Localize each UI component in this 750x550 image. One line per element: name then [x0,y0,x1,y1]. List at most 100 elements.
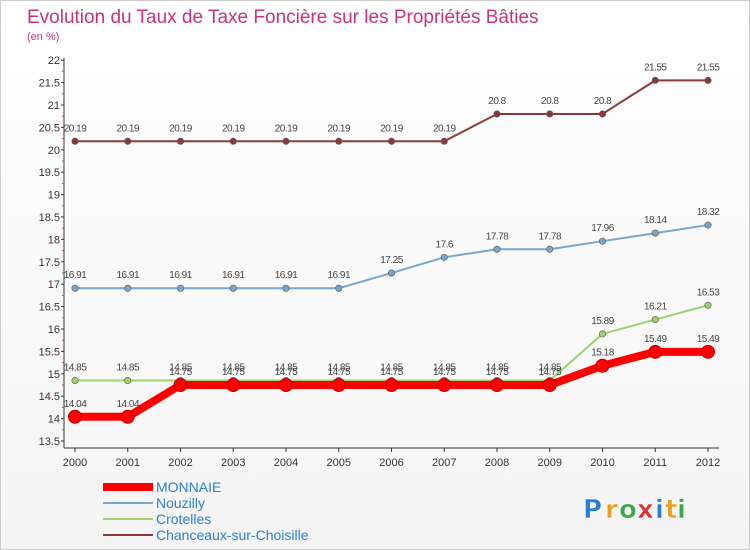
x-tick-label: 2008 [485,457,509,469]
data-label: 16.91 [222,270,245,281]
data-label: 16.91 [116,270,139,281]
y-tick-label: 17 [48,279,60,291]
data-label: 14.85 [327,363,350,374]
data-point [542,378,557,392]
data-point [282,284,290,292]
data-point [229,284,237,292]
y-tick-label: 13.5 [39,436,60,448]
y-tick-label: 16 [48,324,60,336]
data-point [387,137,395,145]
y-tick-label: 22 [48,55,60,67]
data-label: 20.19 [327,123,350,134]
data-label: 18.14 [644,215,667,226]
logo-letter: r [605,495,618,525]
data-label: 17.78 [486,231,509,242]
x-tick-label: 2003 [221,457,245,469]
data-label: 14.75 [169,367,192,378]
data-label: 14.85 [116,363,139,374]
data-label: 14.85 [275,363,298,374]
data-point [440,253,448,261]
data-label: 16.91 [169,270,192,281]
data-point [704,221,712,229]
logo-letter: x [637,495,654,525]
legend-label: Crotelles [156,511,211,527]
data-label: 14.85 [433,363,456,374]
logo-letter: t [665,495,677,525]
y-tick-label: 18 [48,234,60,246]
legend: MONNAIENouzillyCrotellesChanceaux-sur-Ch… [103,479,309,543]
data-point [226,378,241,392]
x-tick-label: 2006 [379,457,403,469]
data-label: 15.89 [591,316,614,327]
data-label: 20.19 [169,123,192,134]
data-point [384,378,399,392]
data-point [124,137,132,145]
data-label: 14.75 [327,367,350,378]
data-point [493,245,501,253]
y-tick-label: 15 [48,369,60,381]
y-tick-label: 17.5 [39,257,60,269]
data-point [282,137,290,145]
legend-label: Chanceaux-sur-Choisille [156,527,309,543]
data-point [331,378,346,392]
data-point [229,137,237,145]
data-label: 14.75 [275,367,298,378]
y-tick-label: 14.5 [39,391,60,403]
data-label: 17.6 [436,239,454,250]
legend-label: MONNAIE [156,479,221,495]
data-point [598,330,606,338]
x-tick-label: 2000 [63,457,87,469]
legend-label: Nouzilly [156,495,205,511]
data-label: 18.32 [697,207,720,218]
x-tick-label: 2010 [590,457,614,469]
data-label: 20.8 [488,96,506,107]
data-point [493,110,501,118]
data-point [598,237,606,245]
data-point [701,344,715,359]
data-point [437,378,452,392]
y-tick-label: 20.5 [39,122,60,134]
data-point [68,409,82,424]
logo-letter: i [677,495,686,525]
y-tick-label: 19.5 [39,167,60,179]
data-point [177,284,185,292]
data-point [71,137,79,145]
data-point [440,137,448,145]
data-point [71,284,79,292]
y-axis-unit-label: (en %) [27,31,59,43]
data-point [173,378,188,392]
data-point [651,76,659,84]
data-label: 21.55 [697,62,720,73]
data-label: 20.8 [594,96,612,107]
data-label: 14.75 [538,367,561,378]
data-label: 14.85 [169,363,192,374]
data-point [177,137,185,145]
data-label: 21.55 [644,62,667,73]
x-tick-label: 2002 [168,457,192,469]
y-tick-label: 19 [48,190,60,202]
chart-title: Evolution du Taux de Taxe Foncière sur l… [27,7,539,28]
data-point [546,245,554,253]
y-tick-label: 18.5 [39,212,60,224]
data-label: 20.19 [222,123,245,134]
data-point [120,409,135,424]
data-label: 14.04 [64,399,87,410]
data-point [71,377,79,385]
x-tick-label: 2001 [116,457,140,469]
data-label: 14.75 [380,367,403,378]
data-point [595,358,610,373]
data-point [648,344,663,359]
y-tick-label: 14 [48,414,60,426]
data-label: 14.85 [222,363,245,374]
x-tick-label: 2007 [432,457,456,469]
x-tick-label: 2009 [538,457,562,469]
data-point [124,377,132,385]
y-tick-label: 21 [48,100,60,112]
data-label: 16.91 [64,270,87,281]
data-point [598,110,606,118]
x-tick-label: 2012 [696,457,720,469]
data-label: 16.53 [697,287,720,298]
